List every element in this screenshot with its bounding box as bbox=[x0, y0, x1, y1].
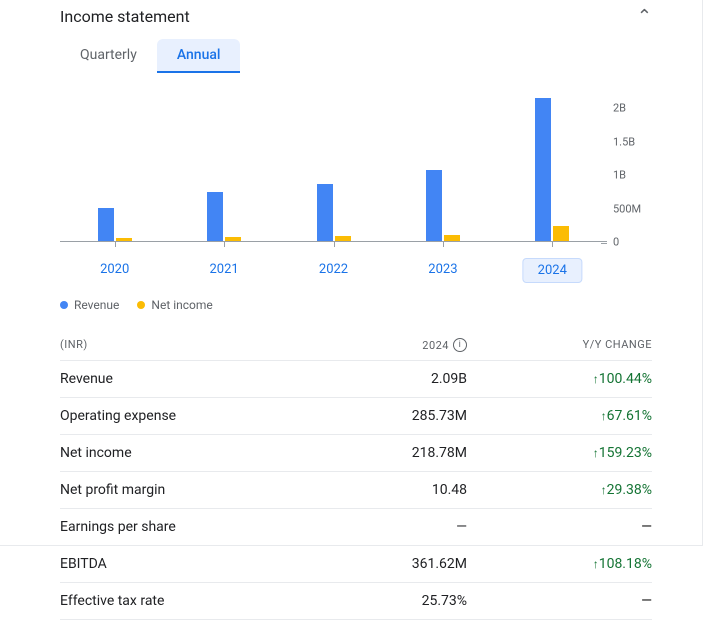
metric-label: Effective tax rate bbox=[60, 593, 282, 609]
year-label-2020[interactable]: 2020 bbox=[86, 258, 143, 281]
y-tick: 2B bbox=[613, 103, 626, 114]
table-row: Effective tax rate25.73%— bbox=[60, 583, 652, 620]
metric-value: 361.62M bbox=[282, 556, 467, 572]
bar-group bbox=[207, 192, 241, 241]
metric-label: Earnings per share bbox=[60, 519, 282, 535]
currency-label: (INR) bbox=[60, 338, 282, 352]
metric-change: — bbox=[467, 519, 652, 535]
year-column-label: 2024 bbox=[422, 339, 449, 352]
chart-y-axis: 2B1.5B1B500M0 bbox=[607, 97, 652, 242]
revenue-bar[interactable] bbox=[426, 170, 442, 241]
metric-change: ↑159.23% bbox=[467, 445, 652, 461]
metric-label: Revenue bbox=[60, 371, 282, 387]
tab-bar: Quarterly Annual bbox=[60, 39, 652, 73]
legend-item: Revenue bbox=[60, 298, 119, 312]
chart-legend: Revenue Net income bbox=[60, 298, 652, 312]
income-chart: 2B1.5B1B500M0 bbox=[60, 97, 652, 242]
y-tick: 0 bbox=[613, 237, 619, 248]
revenue-bar[interactable] bbox=[317, 184, 333, 241]
chart-x-axis: 2020 2021 2022 2023 2024 bbox=[60, 258, 607, 284]
table-row: Net income218.78M↑159.23% bbox=[60, 435, 652, 472]
tab-quarterly[interactable]: Quarterly bbox=[60, 39, 157, 73]
table-row: Earnings per share—— bbox=[60, 509, 652, 546]
income-table-body: Revenue2.09B↑100.44%Operating expense285… bbox=[60, 361, 652, 620]
metric-change: ↑29.38% bbox=[467, 482, 652, 498]
table-row: EBITDA361.62M↑108.18% bbox=[60, 546, 652, 583]
metric-value: 2.09B bbox=[282, 371, 467, 387]
metric-change: — bbox=[467, 593, 652, 609]
legend-label: Net income bbox=[151, 298, 212, 312]
y-tick: 1.5B bbox=[613, 136, 635, 147]
revenue-legend-dot bbox=[60, 301, 68, 309]
revenue-bar[interactable] bbox=[535, 98, 551, 241]
y-tick: 1B bbox=[613, 170, 626, 181]
section-title: Income statement bbox=[60, 7, 190, 26]
info-icon[interactable]: i bbox=[453, 338, 467, 352]
revenue-bar[interactable] bbox=[98, 208, 114, 241]
metric-value: 10.48 bbox=[282, 482, 467, 498]
net-income-bar[interactable] bbox=[553, 226, 569, 241]
table-row: Operating expense285.73M↑67.61% bbox=[60, 398, 652, 435]
net-income-bar[interactable] bbox=[335, 236, 351, 241]
table-row: Revenue2.09B↑100.44% bbox=[60, 361, 652, 398]
legend-item: Net income bbox=[137, 298, 212, 312]
metric-value: 218.78M bbox=[282, 445, 467, 461]
bar-group bbox=[426, 170, 460, 241]
metric-label: EBITDA bbox=[60, 556, 282, 572]
bar-group bbox=[98, 208, 132, 241]
year-label-2023[interactable]: 2023 bbox=[414, 258, 471, 281]
table-row: Net profit margin10.48↑29.38% bbox=[60, 472, 652, 509]
collapse-icon[interactable]: ⌃ bbox=[637, 6, 652, 27]
y-tick: 500M bbox=[613, 203, 641, 214]
tab-annual[interactable]: Annual bbox=[157, 39, 241, 73]
change-column-label: Y/Y CHANGE bbox=[467, 338, 652, 352]
year-label-2022[interactable]: 2022 bbox=[305, 258, 362, 281]
metric-label: Net income bbox=[60, 445, 282, 461]
net_income-legend-dot bbox=[137, 301, 145, 309]
metric-change: ↑100.44% bbox=[467, 371, 652, 387]
revenue-bar[interactable] bbox=[207, 192, 223, 241]
metric-change: ↑108.18% bbox=[467, 556, 652, 572]
net-income-bar[interactable] bbox=[225, 237, 241, 241]
net-income-bar[interactable] bbox=[116, 238, 132, 241]
bar-group bbox=[317, 184, 351, 241]
bar-group bbox=[535, 98, 569, 241]
year-label-2021[interactable]: 2021 bbox=[195, 258, 252, 281]
metric-label: Operating expense bbox=[60, 408, 282, 424]
metric-value: 25.73% bbox=[282, 593, 467, 609]
metric-label: Net profit margin bbox=[60, 482, 282, 498]
table-header: (INR) 2024 i Y/Y CHANGE bbox=[60, 330, 652, 361]
year-label-2024[interactable]: 2024 bbox=[523, 258, 582, 283]
metric-change: ↑67.61% bbox=[467, 408, 652, 424]
metric-value: — bbox=[282, 519, 467, 535]
legend-label: Revenue bbox=[74, 298, 119, 312]
metric-value: 285.73M bbox=[282, 408, 467, 424]
net-income-bar[interactable] bbox=[444, 235, 460, 241]
